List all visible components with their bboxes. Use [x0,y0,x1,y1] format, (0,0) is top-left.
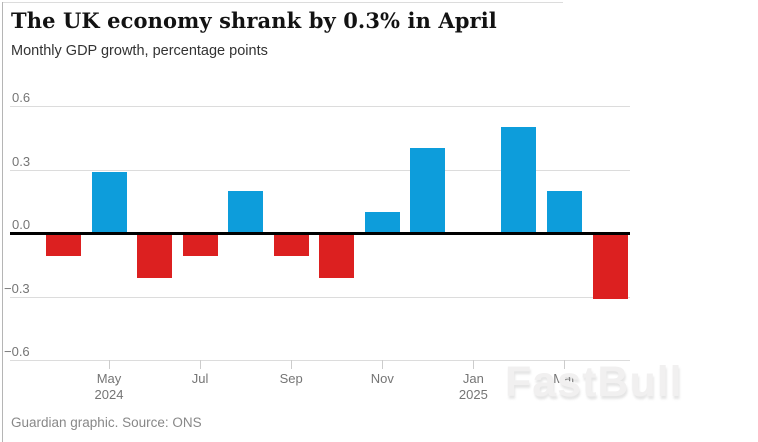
y-tick-label: 0.3 [12,153,31,169]
y-tick-label: 0.0 [12,217,31,232]
gridline-0.6 [10,106,630,107]
bar-sep-2024 [273,233,309,257]
x-tick-label: Mar [553,371,576,386]
x-tick-label: Jan [462,371,484,386]
bar-apr-2024 [46,233,81,257]
x-tick-sublabel: 2025 [458,387,488,402]
chart-subtitle: Monthly GDP growth, percentage points [11,43,268,59]
y-tick-label: −0.6 [4,344,30,359]
bar-nov-2024 [364,211,400,233]
gridline-−0.3 [10,296,630,298]
gridline-−0.6 [10,360,630,361]
x-tick-label: Sep [279,371,303,386]
y-tick-label: −0.3 [4,280,30,296]
source-attribution: Guardian graphic. Source: ONS [11,415,202,430]
gridline-0.3 [10,169,630,171]
fastbull-watermark: FastBull [505,358,683,406]
bar-dec-2024 [410,148,446,233]
x-tick-label: May [96,371,122,386]
zero-line [10,231,630,235]
chart-title: The UK economy shrank by 0.3% in April [11,8,497,33]
page-left-border [2,2,3,442]
x-tick-mark [564,360,566,369]
y-tick-label: 0.6 [12,90,31,105]
x-tick-label: Nov [370,371,394,386]
x-tick-label: Jul [191,371,209,386]
bar-apr-2025 [592,233,628,299]
x-tick-mark [382,360,384,369]
bar-jun-2024 [137,233,173,278]
bar-mar-2025 [546,190,582,233]
x-tick-sublabel: 2024 [94,387,124,402]
bar-feb-2025 [501,127,537,233]
bar-oct-2024 [319,233,355,278]
bar-jul-2024 [182,233,218,257]
x-tick-mark [291,360,293,369]
bar-may-2024 [91,171,127,233]
page-top-border [2,2,563,3]
bar-aug-2024 [228,190,264,233]
x-tick-mark [109,360,110,369]
x-tick-mark [473,360,475,369]
x-tick-mark [200,360,202,369]
